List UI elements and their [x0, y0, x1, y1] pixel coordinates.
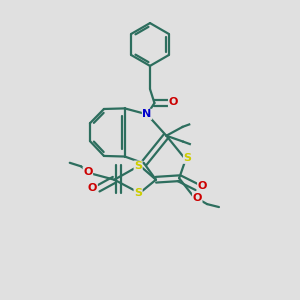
Text: S: S: [134, 161, 142, 171]
Text: S: S: [134, 188, 142, 197]
Text: O: O: [193, 194, 202, 203]
Text: N: N: [142, 109, 152, 119]
Text: O: O: [169, 97, 178, 107]
Text: O: O: [83, 167, 93, 177]
Text: O: O: [198, 181, 207, 191]
Text: O: O: [88, 183, 97, 193]
Text: S: S: [183, 153, 191, 163]
